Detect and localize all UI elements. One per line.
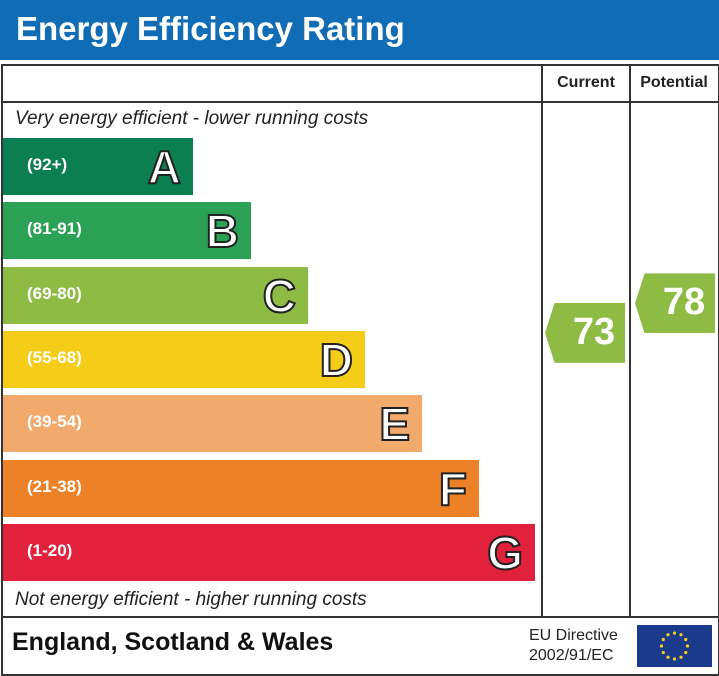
star <box>684 650 688 655</box>
band-c: (69-80) C <box>3 266 308 324</box>
potential-rating-arrow: 78 <box>635 273 715 334</box>
star <box>679 633 683 637</box>
band-a: (92+) A <box>3 138 193 195</box>
current-rating-value: 73 <box>572 310 616 353</box>
band-range: (21-38) <box>27 476 82 496</box>
band-letter: F <box>438 462 468 516</box>
header: Energy Efficiency Rating <box>0 0 719 60</box>
divider <box>541 64 543 617</box>
band-letter: C <box>262 269 297 323</box>
band-range: (1-20) <box>27 540 73 560</box>
region-label: England, Scotland & Wales <box>12 628 334 656</box>
band-range: (81-91) <box>27 219 82 239</box>
divider <box>1 101 718 103</box>
star <box>666 633 670 637</box>
band-letter: E <box>378 397 411 451</box>
star <box>661 637 665 642</box>
band-letter: B <box>205 204 240 258</box>
band-range: (69-80) <box>27 283 82 303</box>
star <box>684 637 688 642</box>
top-note: Very energy efficient - lower running co… <box>15 108 369 129</box>
band-range: (39-54) <box>27 412 82 432</box>
band-b: (81-91) B <box>3 202 251 260</box>
directive-line2: 2002/91/EC <box>529 647 614 664</box>
band-range: (92+) <box>27 155 68 174</box>
band-letter: G <box>486 526 524 580</box>
potential-column-header: Potential <box>640 74 708 91</box>
band-letter: A <box>147 140 182 194</box>
directive-line1: EU Directive <box>529 627 618 644</box>
star <box>659 644 664 648</box>
eu-directive: EU Directive 2002/91/EC <box>529 626 618 666</box>
title: Energy Efficiency Rating <box>16 10 405 47</box>
star <box>685 644 690 648</box>
current-rating-arrow: 73 <box>545 302 625 363</box>
star <box>666 655 670 659</box>
band-range: (55-68) <box>27 347 82 367</box>
band-e: (39-54) E <box>3 395 422 453</box>
band-f: (21-38) F <box>3 459 479 517</box>
band-d: (55-68) D <box>3 330 365 388</box>
divider <box>629 64 631 617</box>
star <box>672 631 677 635</box>
current-column-header: Current <box>557 74 615 91</box>
bottom-note: Not energy efficient - higher running co… <box>15 589 367 610</box>
eu-flag-icon <box>637 625 712 667</box>
star <box>661 650 665 655</box>
star <box>679 655 683 659</box>
divider <box>1 616 718 618</box>
band-g: (1-20) G <box>3 523 535 581</box>
star <box>672 657 677 661</box>
band-letter: D <box>319 333 354 387</box>
potential-rating-value: 78 <box>662 281 706 324</box>
